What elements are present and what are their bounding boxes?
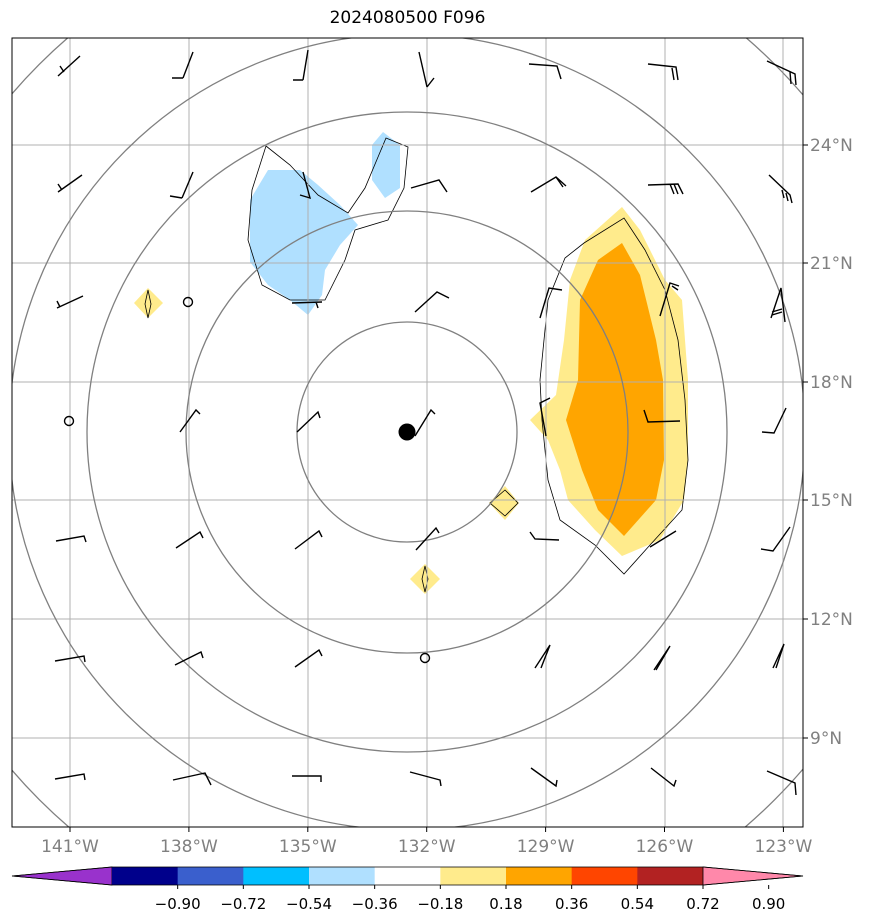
lat-tick-label: 24°N <box>810 136 853 156</box>
positive-anomaly-orange-region <box>566 243 664 536</box>
colorbar-labels: −0.90 −0.72 −0.54 −0.36 −0.18 0.18 0.36 0.54 0.7… <box>155 885 785 913</box>
colorbar-tick-label: −0.90 <box>155 895 201 913</box>
colorbar-tick-label: 0.54 <box>621 895 654 913</box>
colorbar-segment <box>506 867 573 885</box>
lat-tick-label: 12°N <box>810 610 853 630</box>
wind-barbs <box>54 49 797 796</box>
lon-tick-label: 138°W <box>160 837 218 857</box>
colorbar-tick-label: 0.36 <box>555 895 588 913</box>
lon-tick-label: 135°W <box>279 837 337 857</box>
calm-wind-circles <box>63 296 431 664</box>
colorbar-tick-label: 0.18 <box>489 895 522 913</box>
lat-tick-label: 21°N <box>810 254 853 274</box>
colorbar-segment <box>374 867 441 885</box>
latitude-labels: 24°N 21°N 18°N 15°N 12°N 9°N <box>803 136 853 749</box>
colorbar-tick-label: −0.18 <box>417 895 463 913</box>
lat-tick-label: 18°N <box>810 373 853 393</box>
negative-anomaly-blue-region <box>250 170 358 315</box>
positive-anomaly-small-diamond-3 <box>410 564 440 594</box>
longitude-labels: 141°W 138°W 135°W 132°W 129°W 126°W 123°W <box>41 827 812 857</box>
negative-anomaly-blue-small-region <box>372 132 400 198</box>
colorbar-segment <box>571 867 638 885</box>
lon-tick-label: 129°W <box>517 837 575 857</box>
colorbar-tick-label: 0.72 <box>686 895 719 913</box>
colorbar-segment <box>112 867 179 885</box>
colorbar-segment <box>637 867 704 885</box>
colorbar-tick-label: 0.90 <box>752 895 785 913</box>
colorbar-segment <box>243 867 310 885</box>
lon-tick-label: 132°W <box>398 837 456 857</box>
colorbar-segment <box>440 867 507 885</box>
colorbar-extend-low <box>11 866 113 886</box>
map-title: 2024080500 F096 <box>329 8 486 28</box>
positive-anomaly-small-diamond-2 <box>489 486 519 520</box>
lon-tick-label: 126°W <box>636 837 694 857</box>
lon-tick-label: 123°W <box>755 837 813 857</box>
colorbar-segment <box>177 867 244 885</box>
lat-tick-label: 15°N <box>810 491 853 511</box>
lon-tick-label: 141°W <box>41 837 99 857</box>
colorbar-outline <box>11 866 804 886</box>
lat-tick-label: 9°N <box>810 729 842 749</box>
colorbar-tick-label: −0.72 <box>220 895 266 913</box>
colorbar-tick-label: −0.36 <box>352 895 398 913</box>
colorbar-segment <box>309 867 376 885</box>
map-frame <box>11 37 804 828</box>
positive-anomaly-small-diamond-1 <box>134 288 163 318</box>
storm-center-marker <box>398 423 416 441</box>
colorbar-extend-high <box>702 866 804 886</box>
colorbar-tick-label: −0.54 <box>286 895 332 913</box>
colorbar <box>11 866 804 886</box>
